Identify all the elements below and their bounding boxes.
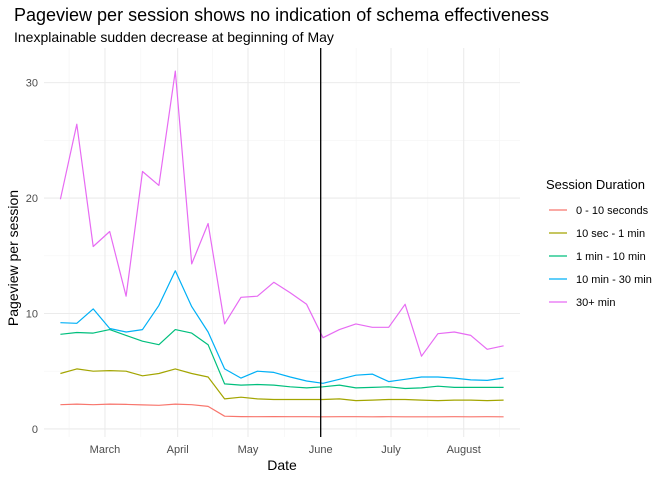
legend-label: 1 min - 10 min (576, 251, 646, 263)
legend-label: 10 sec - 1 min (576, 228, 645, 240)
series-line-30-min (59, 70, 504, 357)
x-tick-label: March (90, 444, 121, 456)
x-tick-label: July (381, 444, 401, 456)
legend-title: Session Duration (546, 177, 645, 192)
y-axis-ticks: 0 10 20 30 (26, 78, 38, 436)
x-axis-ticks: March April May June July August (90, 444, 481, 456)
x-tick-label: April (167, 444, 189, 456)
x-tick-label: June (309, 444, 333, 456)
y-tick-label: 0 (32, 424, 38, 436)
chart-title: Pageview per session shows no indication… (14, 5, 549, 25)
legend-label: 30+ min (576, 297, 615, 309)
x-tick-label: May (238, 444, 259, 456)
series-line-10-min-30-min (60, 270, 504, 384)
legend-label: 0 - 10 seconds (576, 205, 649, 217)
y-tick-label: 20 (26, 193, 38, 205)
x-tick-label: August (447, 444, 481, 456)
series-lines (59, 70, 504, 418)
legend: Session Duration 0 - 10 seconds 10 sec - … (546, 177, 652, 309)
x-axis-title: Date (267, 457, 297, 473)
minor-gridlines (44, 48, 520, 437)
y-tick-label: 30 (26, 78, 38, 90)
legend-label: 10 min - 30 min (576, 274, 652, 286)
y-tick-label: 10 (26, 308, 38, 320)
series-line-1-min-10-min (60, 329, 504, 390)
series-line-0-10-seconds (60, 403, 504, 418)
series-line-10-sec-1-min (60, 368, 504, 402)
y-axis-title: Pageview per session (5, 190, 21, 326)
chart-subtitle: Inexplainable sudden decrease at beginni… (14, 29, 334, 45)
major-gridlines (44, 48, 520, 437)
